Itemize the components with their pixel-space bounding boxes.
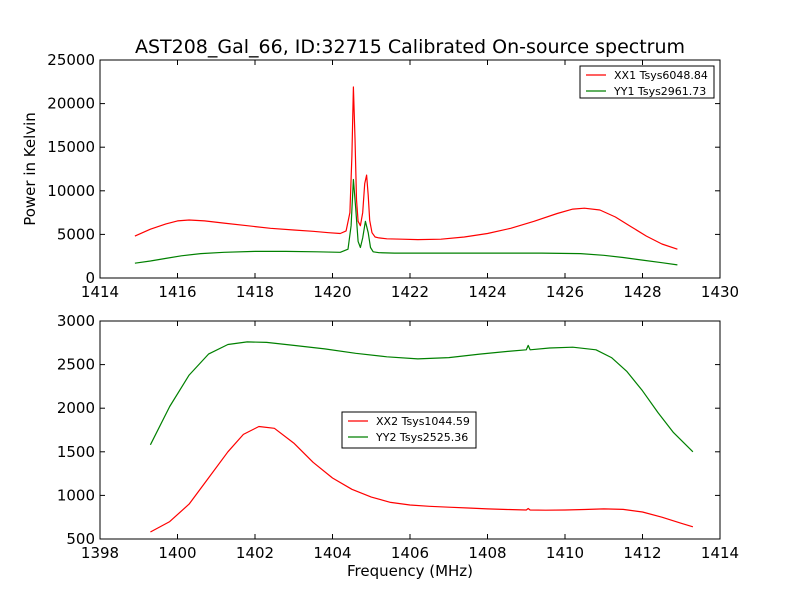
series-line-0-1: [134, 178, 678, 266]
legend-label: YY1 Tsys2961.73: [613, 85, 706, 98]
series-line-1-1: [149, 341, 694, 453]
x-axis-label: Frequency (MHz): [347, 562, 473, 580]
top-spectrum-panel: 1414 1416 1418 1420 1422 1424 1426 1428 1430 0 500…: [21, 51, 739, 301]
y-tick-label: 0: [85, 269, 95, 287]
legend-box: [579, 65, 715, 99]
y-tick-label: 1000: [57, 486, 95, 504]
y-tick-label: 1500: [57, 443, 95, 461]
x-tick-label: 1400: [158, 544, 196, 562]
bottom-spectrum-panel: 1398 1400 1402 1404 1406 1408 1410 1412 1414 500 1…: [57, 312, 739, 580]
x-tick-label: 1398: [81, 544, 119, 562]
x-tick-label: 1410: [546, 544, 584, 562]
x-tick-label: 1430: [701, 283, 739, 301]
x-tick-label: 1414: [81, 283, 119, 301]
legend-box: [341, 411, 477, 449]
x-tick-label: 1424: [468, 283, 506, 301]
legend-label: XX2 Tsys1044.59: [376, 415, 470, 428]
x-tick-label: 1414: [701, 544, 739, 562]
y-tick-label: 10000: [47, 182, 95, 200]
x-tick-label: 1416: [158, 283, 196, 301]
legend-label: XX1 Tsys6048.84: [614, 69, 708, 82]
y-tick-label: 5000: [57, 225, 95, 243]
x-tick-label: 1406: [391, 544, 429, 562]
x-tick-label: 1426: [546, 283, 584, 301]
series-line-1-0: [150, 425, 694, 533]
y-tick-label: 15000: [47, 138, 95, 156]
x-tick-label: 1412: [623, 544, 661, 562]
y-tick-label: 500: [66, 530, 95, 548]
y-axis-label: Power in Kelvin: [21, 112, 39, 226]
x-tick-label: 1420: [313, 283, 351, 301]
y-tick-label: 2000: [57, 399, 95, 417]
x-tick-label: 1428: [623, 283, 661, 301]
x-tick-label: 1422: [391, 283, 429, 301]
y-tick-label: 25000: [47, 51, 95, 69]
legend-label: YY2 Tsys2525.36: [375, 431, 468, 444]
x-tick-label: 1404: [313, 544, 351, 562]
x-tick-label: 1408: [468, 544, 506, 562]
x-tick-label: 1402: [236, 544, 274, 562]
y-tick-label: 20000: [47, 95, 95, 113]
y-tick-label: 2500: [57, 356, 95, 374]
figure-title: AST208_Gal_66, ID:32715 Calibrated On-so…: [135, 36, 685, 58]
y-tick-label: 3000: [57, 312, 95, 330]
x-tick-label: 1418: [236, 283, 274, 301]
series-line-0-0: [134, 86, 678, 250]
